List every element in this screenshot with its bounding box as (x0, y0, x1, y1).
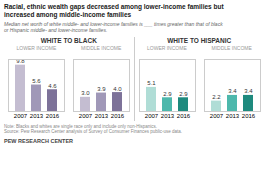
svg-text:2016: 2016 (177, 112, 191, 118)
html-text:MIDDLE INCOME: MIDDLE INCOME (81, 44, 122, 51)
svg-text:3.4: 3.4 (228, 88, 237, 94)
svg-text:2007: 2007 (145, 112, 159, 118)
svg-text:2016: 2016 (241, 112, 255, 118)
svg-text:2013: 2013 (95, 112, 109, 118)
html-text:Median net worth of white midd: Median net worth of white middle- and lo… (4, 20, 223, 33)
svg-text:4.6: 4.6 (49, 82, 58, 88)
svg-text:5.1: 5.1 (147, 80, 156, 86)
html-text:Note: Blacks and whites are si: Note: Blacks and whites are single race … (4, 123, 183, 135)
svg-text:2.2: 2.2 (212, 94, 221, 100)
svg-text:9.8: 9.8 (17, 58, 26, 64)
svg-text:4.0: 4.0 (113, 85, 122, 91)
svg-text:2.9: 2.9 (163, 90, 172, 96)
svg-text:2016: 2016 (46, 112, 60, 118)
svg-text:2007: 2007 (79, 112, 93, 118)
html-text:Racial, ethnic wealth gaps dec: Racial, ethnic wealth gaps decreased amo… (4, 3, 224, 18)
html-text:MIDDLE INCOME: MIDDLE INCOME (211, 44, 252, 51)
html-text:PEW RESEARCH CENTER: PEW RESEARCH CENTER (4, 137, 74, 144)
svg-text:2013: 2013 (225, 112, 239, 118)
svg-text:5.6: 5.6 (33, 78, 42, 84)
svg-text:2013: 2013 (161, 112, 175, 118)
html-text:LOWER INCOME: LOWER INCOME (147, 44, 187, 51)
svg-text:2016: 2016 (111, 112, 125, 118)
html-text:LOWER INCOME: LOWER INCOME (16, 44, 57, 51)
svg-text:3.0: 3.0 (81, 90, 90, 96)
svg-text:3.4: 3.4 (244, 88, 253, 94)
svg-text:2013: 2013 (30, 112, 44, 118)
svg-text:2.9: 2.9 (179, 90, 188, 96)
svg-text:2007: 2007 (209, 112, 223, 118)
html-text:WHITE TO HISPANIC: WHITE TO HISPANIC (167, 36, 232, 44)
svg-text:3.9: 3.9 (97, 86, 106, 92)
html-text:WHITE TO BLACK: WHITE TO BLACK (40, 36, 97, 44)
svg-text:2007: 2007 (14, 112, 28, 118)
